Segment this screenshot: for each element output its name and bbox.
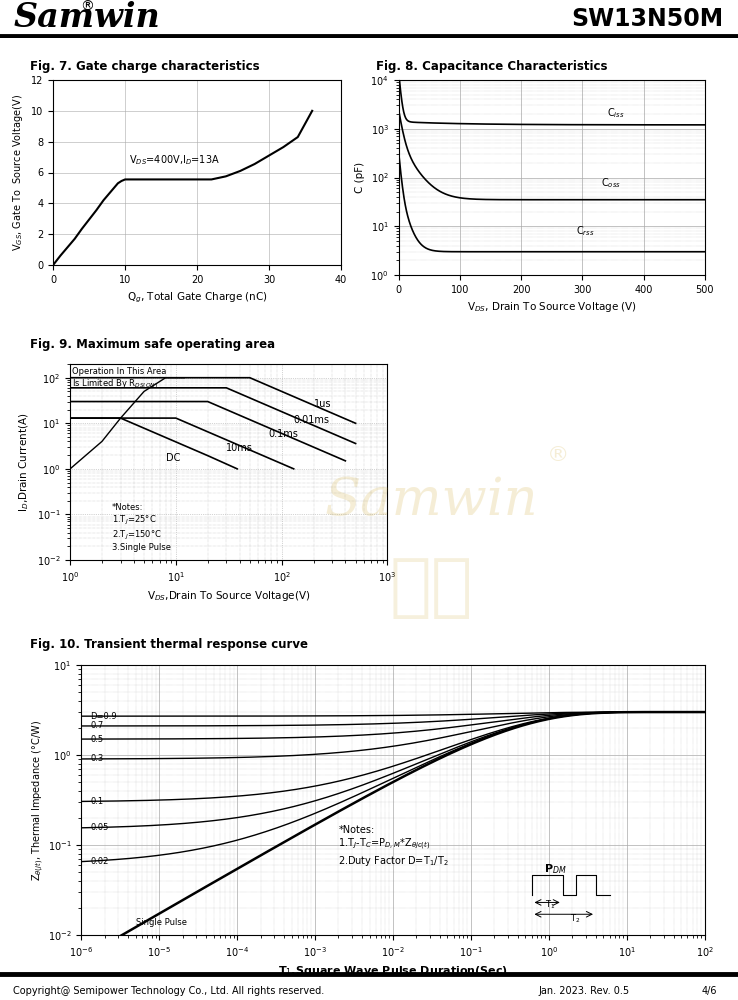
Text: SW13N50M: SW13N50M [571,7,723,31]
X-axis label: V$_{DS}$, Drain To Source Voltage (V): V$_{DS}$, Drain To Source Voltage (V) [466,300,637,314]
Text: ®: ® [80,0,94,14]
Text: Fig. 7. Gate charge characteristics: Fig. 7. Gate charge characteristics [30,60,259,73]
Y-axis label: C (pF): C (pF) [355,162,365,193]
Text: D=0.9: D=0.9 [90,712,117,721]
Text: 0.02: 0.02 [90,857,108,866]
Text: Fig. 10. Transient thermal response curve: Fig. 10. Transient thermal response curv… [30,638,308,651]
X-axis label: V$_{DS}$,Drain To Source Voltage(V): V$_{DS}$,Drain To Source Voltage(V) [147,589,311,603]
Y-axis label: I$_{D}$,Drain Current(A): I$_{D}$,Drain Current(A) [18,412,31,512]
Text: C$_{oss}$: C$_{oss}$ [601,177,621,190]
X-axis label: T$_1$,Square Wave Pulse Duration(Sec): T$_1$,Square Wave Pulse Duration(Sec) [278,964,508,978]
Text: 保密: 保密 [390,554,474,621]
Y-axis label: V$_{GS}$, Gate To  Source Voltage(V): V$_{GS}$, Gate To Source Voltage(V) [12,94,26,251]
Text: 1us: 1us [314,399,331,409]
Text: Copyright@ Semipower Technology Co., Ltd. All rights reserved.: Copyright@ Semipower Technology Co., Ltd… [13,986,325,996]
Text: *Notes:
1.T$_J$-T$_C$=P$_{D,M}$*Z$_{\theta jc(t)}$
2.Duty Factor D=T$_1$/T$_2$: *Notes: 1.T$_J$-T$_C$=P$_{D,M}$*Z$_{\the… [339,825,449,868]
Text: 0.05: 0.05 [90,823,108,832]
Text: 0.7: 0.7 [90,721,103,730]
Y-axis label: Z$_{\theta(jt)}$, Thermal Impedance (°C/W): Z$_{\theta(jt)}$, Thermal Impedance (°C/… [31,719,46,881]
Text: Single Pulse: Single Pulse [136,918,187,927]
Text: C$_{iss}$: C$_{iss}$ [607,106,624,120]
Text: Operation In This Area: Operation In This Area [72,367,167,376]
Text: V$_{DS}$=400V,I$_{D}$=13A: V$_{DS}$=400V,I$_{D}$=13A [128,153,220,167]
Text: ®: ® [547,445,569,465]
Text: P$_{DM}$: P$_{DM}$ [544,862,567,876]
Text: *Notes:
1.T$_J$=25°C
2.T$_J$=150°C
3.Single Pulse: *Notes: 1.T$_J$=25°C 2.T$_J$=150°C 3.Sin… [112,503,171,552]
Text: Jan. 2023. Rev. 0.5: Jan. 2023. Rev. 0.5 [539,986,630,996]
Text: 0.01ms: 0.01ms [294,415,330,425]
Text: 0.1: 0.1 [90,797,103,806]
Text: C$_{rss}$: C$_{rss}$ [576,224,595,238]
X-axis label: Q$_{g}$, Total Gate Charge (nC): Q$_{g}$, Total Gate Charge (nC) [127,290,267,305]
Text: 4/6: 4/6 [702,986,717,996]
Text: Samwin: Samwin [325,475,539,526]
Text: 10ms: 10ms [227,443,253,453]
Text: Is Limited By R$_{DS(ON)}$: Is Limited By R$_{DS(ON)}$ [72,377,159,391]
Text: Fig. 8. Capacitance Characteristics: Fig. 8. Capacitance Characteristics [376,60,608,73]
Text: Fig. 9. Maximum safe operating area: Fig. 9. Maximum safe operating area [30,338,275,351]
Text: DC: DC [165,453,180,463]
Text: 0.1ms: 0.1ms [269,429,298,439]
Text: T$_2$: T$_2$ [570,913,581,925]
Text: Samwin: Samwin [13,1,160,34]
Text: T$_1$: T$_1$ [545,899,556,911]
Text: 0.5: 0.5 [90,735,103,744]
Text: 0.3: 0.3 [90,754,103,763]
